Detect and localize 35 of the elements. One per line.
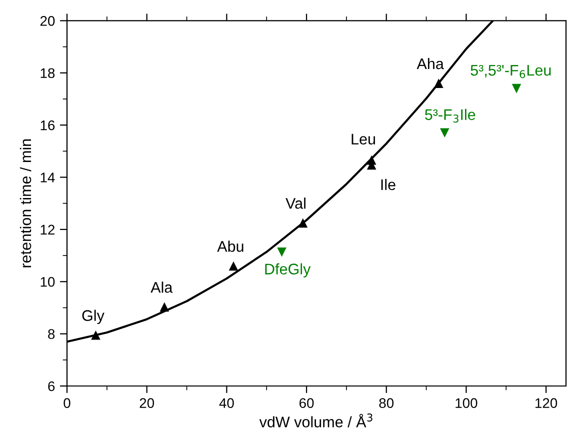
x-tick-label: 20 (140, 398, 154, 408)
y-axis-title: retention time / min (20, 139, 32, 268)
annotation: Abu (217, 240, 244, 252)
point (434, 78, 444, 88)
x-tick-label: 60 (300, 398, 314, 408)
x-tick-label: 40 (219, 398, 234, 408)
y-tick-label: 10 (40, 276, 55, 287)
annotation: Ile (381, 178, 396, 190)
y-tick-label: 8 (48, 329, 55, 339)
y-tick-label: 18 (40, 68, 55, 78)
annotation: Leu (352, 134, 375, 145)
y-tick-label: 14 (40, 172, 55, 182)
annotation: 5³-F$_{3}$Ile (424, 108, 476, 123)
y-tick-label: 20 (40, 16, 55, 26)
x-tick-label: 0 (64, 398, 70, 408)
point (277, 247, 286, 257)
annotation: Val (286, 198, 306, 209)
x-tick-label: 80 (379, 398, 394, 408)
point (512, 84, 522, 94)
annotation: Aha (416, 58, 444, 70)
x-axis-title: vdW volume / Å$^{3}$ (259, 413, 372, 428)
annotation: 5³,5³'-F$_{6}$Leu (470, 64, 551, 78)
point (160, 302, 170, 312)
annotation: Ala (150, 282, 173, 293)
point (91, 330, 100, 340)
point (298, 218, 308, 228)
annotation: DfeGly (265, 263, 311, 278)
y-tick-label: 6 (48, 381, 55, 392)
point (440, 128, 450, 138)
x-tick-label: 120 (536, 398, 558, 408)
y-tick-label: 16 (40, 120, 55, 130)
annotation: Gly (82, 310, 104, 324)
x-tick-label: 100 (456, 398, 478, 408)
y-tick-label: 12 (40, 224, 54, 234)
point (228, 261, 238, 271)
